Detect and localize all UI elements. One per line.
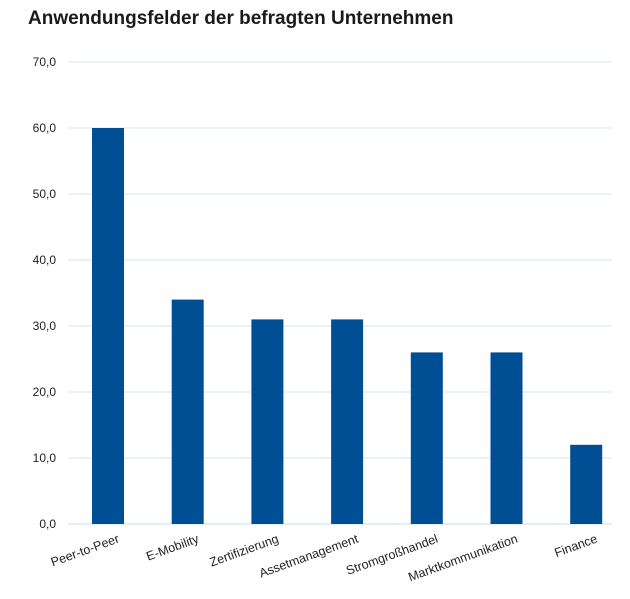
y-tick-label: 0,0 bbox=[39, 517, 56, 531]
y-tick-label: 40,0 bbox=[33, 253, 57, 267]
bar bbox=[490, 352, 523, 524]
y-tick-label: 50,0 bbox=[33, 187, 57, 201]
y-tick-label: 60,0 bbox=[33, 121, 57, 135]
y-axis-ticks: 0,0 10,0 20,0 30,0 40,0 50,0 60,0 70,0 bbox=[33, 55, 57, 531]
x-category-label: Peer-to-Peer bbox=[49, 532, 121, 570]
x-category-label: Finance bbox=[553, 532, 600, 560]
y-tick-label: 70,0 bbox=[33, 55, 57, 69]
x-axis-labels: Peer-to-Peer E-Mobility ZertifizierungAsse… bbox=[49, 531, 599, 584]
y-tick-label: 10,0 bbox=[33, 451, 57, 465]
bar bbox=[251, 319, 284, 524]
bar bbox=[331, 319, 364, 524]
bar bbox=[570, 444, 603, 524]
y-tick-label: 20,0 bbox=[33, 385, 57, 399]
chart-title: Anwendungsfelder der befragten Unternehm… bbox=[28, 8, 454, 29]
bars bbox=[92, 128, 603, 524]
bar bbox=[92, 128, 124, 524]
x-category-label: E-Mobility bbox=[144, 531, 201, 563]
bar bbox=[171, 299, 204, 524]
bar bbox=[410, 352, 443, 524]
y-tick-label: 30,0 bbox=[33, 319, 57, 333]
